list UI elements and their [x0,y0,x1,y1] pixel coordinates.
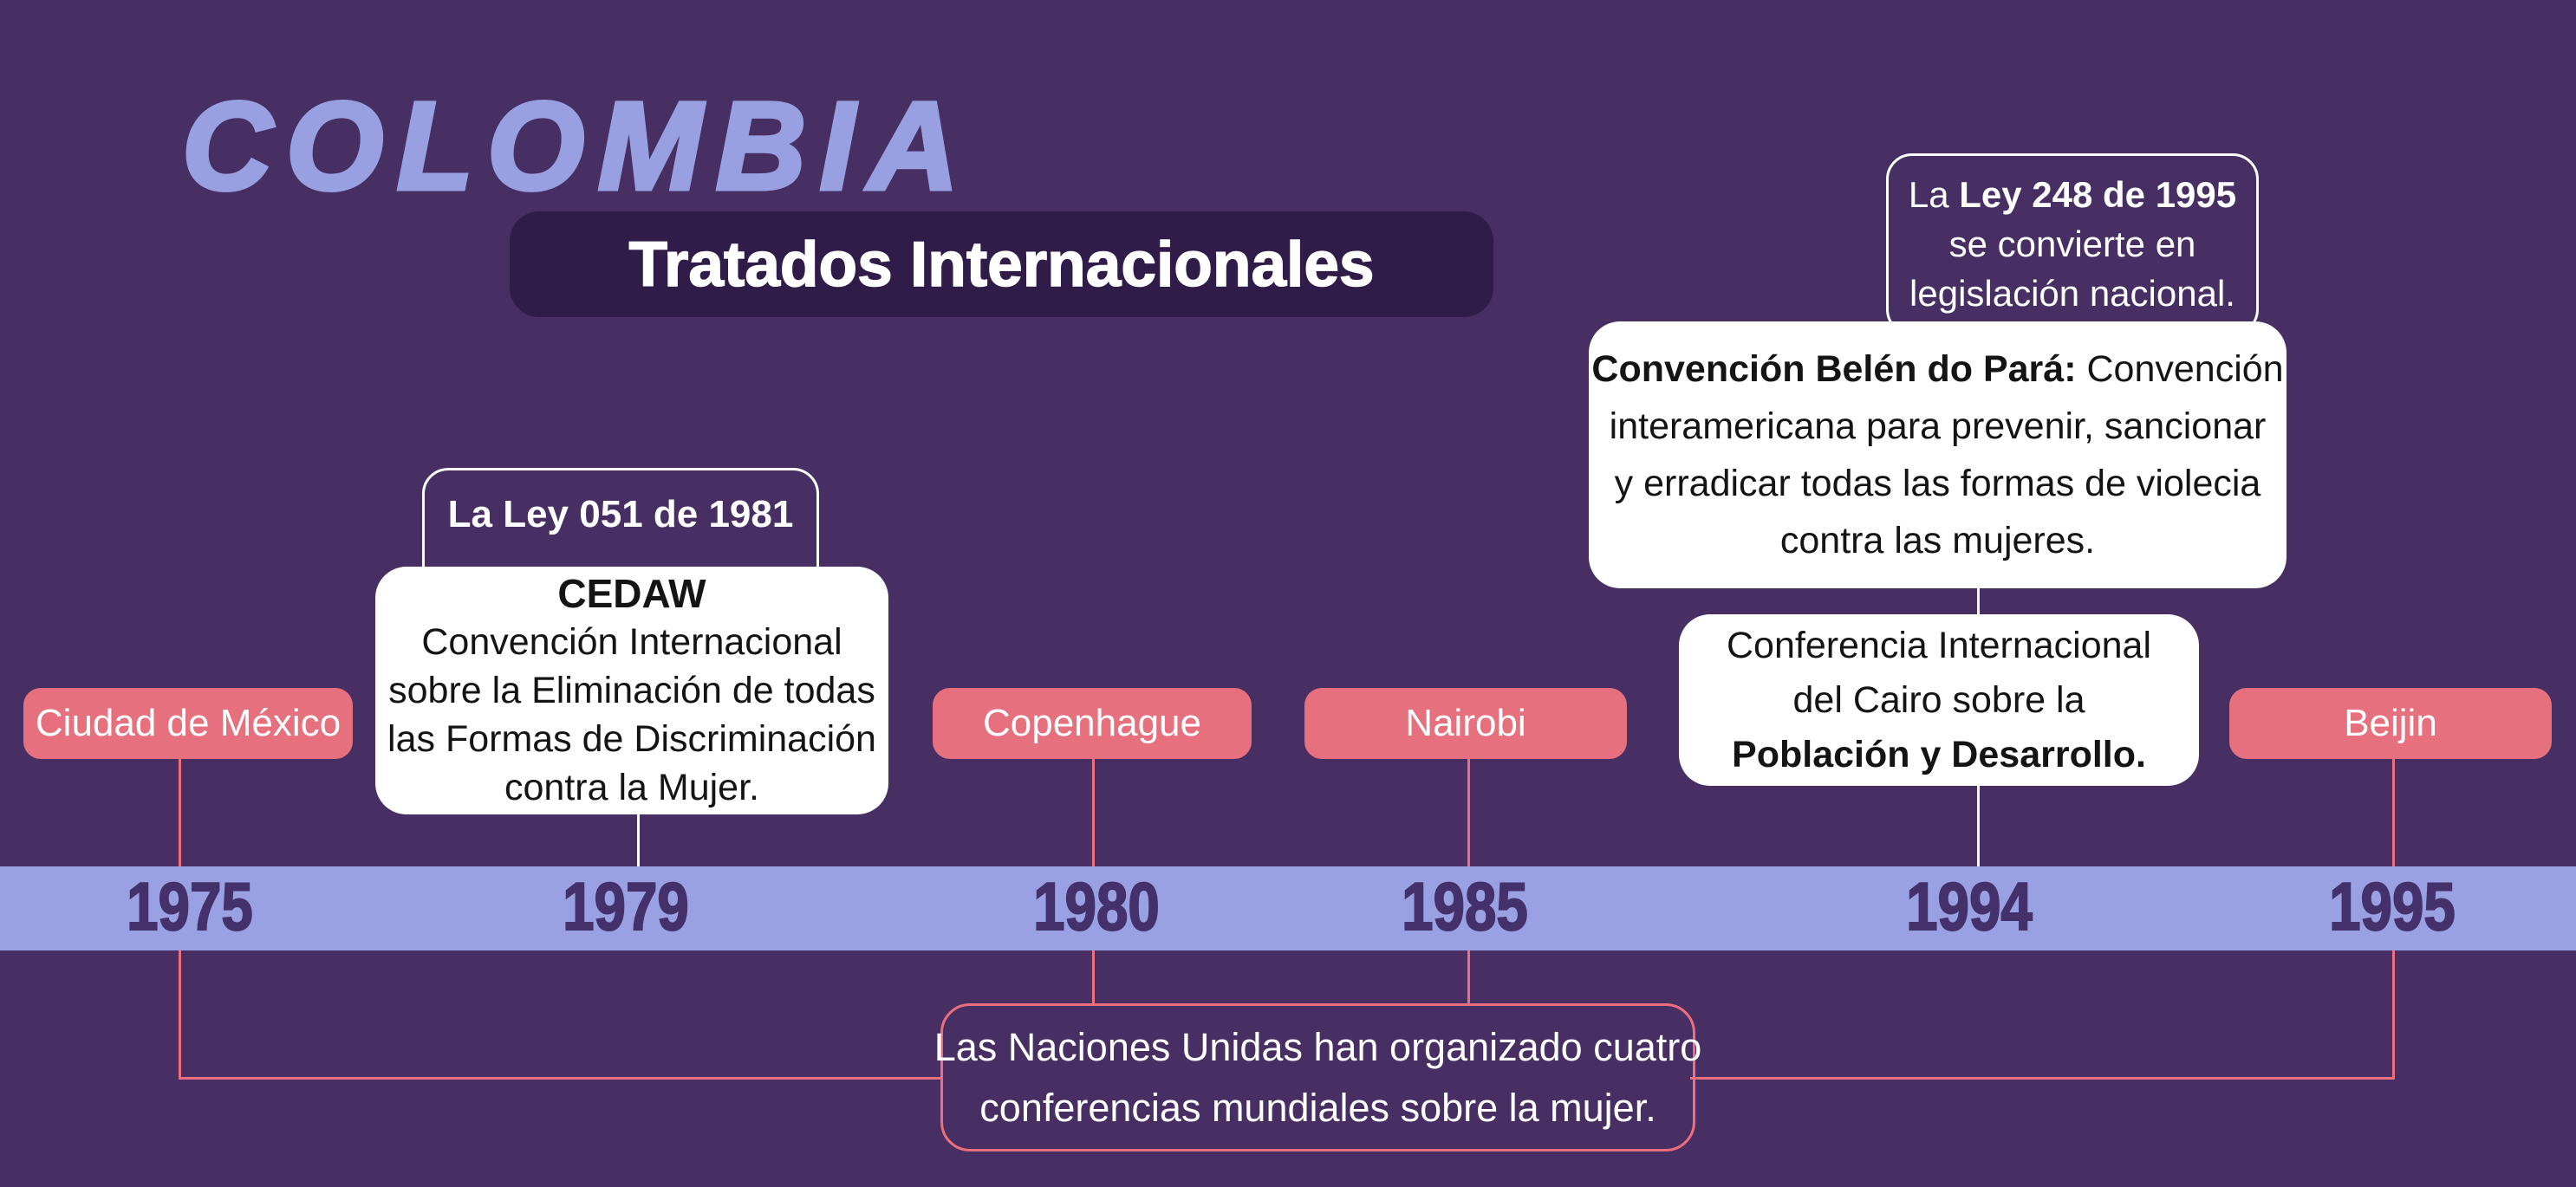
cedaw-line4: contra la Mujer. [504,767,759,808]
callout-ley-248: La Ley 248 de 1995 se convierte en legis… [1886,153,2259,335]
cairo-line2: del Cairo sobre la [1792,678,2085,721]
page-title: COLOMBIA [180,76,973,216]
connector-line-bottom-left [179,1077,940,1080]
year-1994: 1994 [1905,867,2033,944]
location-label: Copenhague [982,702,1201,744]
location-label: Ciudad de México [35,702,342,744]
belen-line2: interamericana para prevenir, sancionar [1609,405,2267,447]
ley248-line2: se convierte en [1948,224,2196,264]
un-note-line1: Las Naciones Unidas han organizado cuatr… [933,1024,1702,1069]
belen-line4: contra las mujeres. [1779,520,2096,561]
location-label: Nairobi [1405,702,1526,744]
belen-line1: Convención Belén do Pará: Convención [1591,348,2284,390]
subtitle-text: Tratados Internacionales [628,229,1376,301]
un-note-line2: conferencias mundiales sobre la mujer. [979,1085,1656,1130]
cairo-line1: Conferencia Internacional [1726,624,2152,666]
location-label: Beijin [2344,702,2437,744]
connector-line-1979 [637,811,640,868]
connector-line-bottom-right [1690,1077,2395,1080]
location-pill-nairobi: Nairobi [1304,688,1627,759]
location-pill-copenhague: Copenhague [933,688,1252,759]
ley248-line1: La Ley 248 de 1995 [1908,174,2237,215]
card-cedaw: CEDAW Convención Internacional sobre la … [375,567,888,814]
card-cairo-conference: Conferencia Internacional del Cairo sobr… [1679,614,2199,786]
year-1985: 1985 [1401,867,1528,944]
cedaw-line2: sobre la Eliminación de todas [388,670,875,711]
belen-line3: y erradicar todas las formas de violecia [1614,463,2261,504]
subtitle-banner: Tratados Internacionales [510,211,1493,317]
ley248-line3: legislación nacional. [1909,273,2235,314]
cedaw-line1: Convención Internacional [421,621,842,663]
year-1995: 1995 [2328,867,2456,944]
cedaw-title: CEDAW [557,571,706,616]
year-1975: 1975 [126,867,253,944]
note-un-conferences: Las Naciones Unidas han organizado cuatr… [934,1003,1701,1151]
location-pill-ciudad-de-mexico: Ciudad de México [23,688,353,759]
year-1979: 1979 [562,867,689,944]
year-1980: 1980 [1032,867,1160,944]
ley051-title: La Ley 051 de 1981 [447,493,794,535]
cedaw-line3: las Formas de Discriminación [387,718,876,760]
location-pill-beijin: Beijin [2229,688,2552,759]
cairo-line3: Población y Desarrollo. [1732,733,2146,775]
card-belen-do-para: Convención Belén do Pará: Convención int… [1589,321,2287,588]
timeline-band: 1975 1979 1980 1985 1994 1995 [0,866,2576,950]
